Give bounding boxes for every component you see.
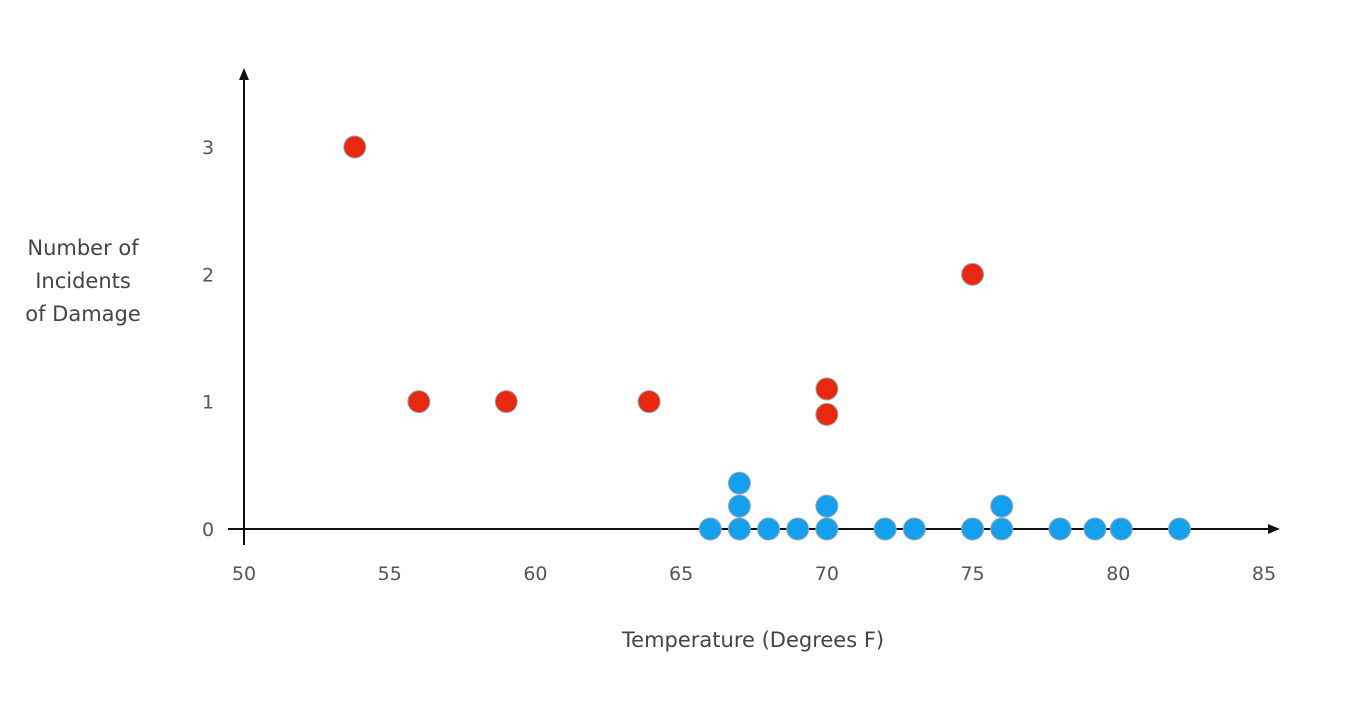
data-point-blue: [698, 517, 722, 541]
data-point-blue: [727, 494, 751, 518]
x-tick-label: 65: [669, 563, 693, 585]
y-tick-label: 2: [202, 264, 214, 286]
data-point-blue: [727, 517, 751, 541]
data-point-red: [407, 390, 431, 414]
y-tick-labels: 0 1 2 3: [202, 137, 214, 541]
y-tick-label: 3: [202, 137, 214, 159]
data-point-red: [815, 377, 839, 401]
x-tick-label: 85: [1252, 563, 1276, 585]
data-point-blue: [902, 517, 926, 541]
data-point-blue: [990, 517, 1014, 541]
y-axis-title: Number of Incidents of Damage: [25, 236, 141, 326]
x-tick-labels: 50 55 60 65 70 75 80 85: [232, 563, 1276, 585]
data-point-blue: [990, 494, 1014, 518]
y-tick-label: 0: [202, 519, 214, 541]
data-point-red: [343, 135, 367, 159]
x-tick-label: 55: [378, 563, 402, 585]
x-tick-label: 70: [815, 563, 839, 585]
x-axis-title: Temperature (Degrees F): [621, 628, 884, 652]
data-point-blue: [815, 517, 839, 541]
data-point-blue: [786, 517, 810, 541]
data-point-red: [815, 402, 839, 426]
data-point-red: [494, 390, 518, 414]
data-point-blue: [1167, 517, 1191, 541]
data-point-red: [637, 390, 661, 414]
data-point-blue: [1109, 517, 1133, 541]
x-tick-label: 60: [523, 563, 547, 585]
x-tick-label: 80: [1106, 563, 1130, 585]
data-point-blue: [727, 471, 751, 495]
data-point-blue: [815, 494, 839, 518]
x-tick-label: 50: [232, 563, 256, 585]
data-point-blue: [873, 517, 897, 541]
x-axis-arrow: [1268, 524, 1280, 534]
data-point-blue: [757, 517, 781, 541]
data-points: [343, 135, 1191, 541]
data-point-red: [961, 262, 985, 286]
data-point-blue: [1048, 517, 1072, 541]
y-axis-title-line: of Damage: [25, 302, 141, 326]
x-tick-label: 75: [960, 563, 984, 585]
data-point-blue: [961, 517, 985, 541]
y-axis-title-line: Incidents: [35, 269, 131, 293]
y-tick-label: 1: [202, 392, 214, 414]
y-axis-arrow: [239, 68, 249, 80]
data-point-blue: [1083, 517, 1107, 541]
y-axis-title-line: Number of: [27, 236, 139, 260]
